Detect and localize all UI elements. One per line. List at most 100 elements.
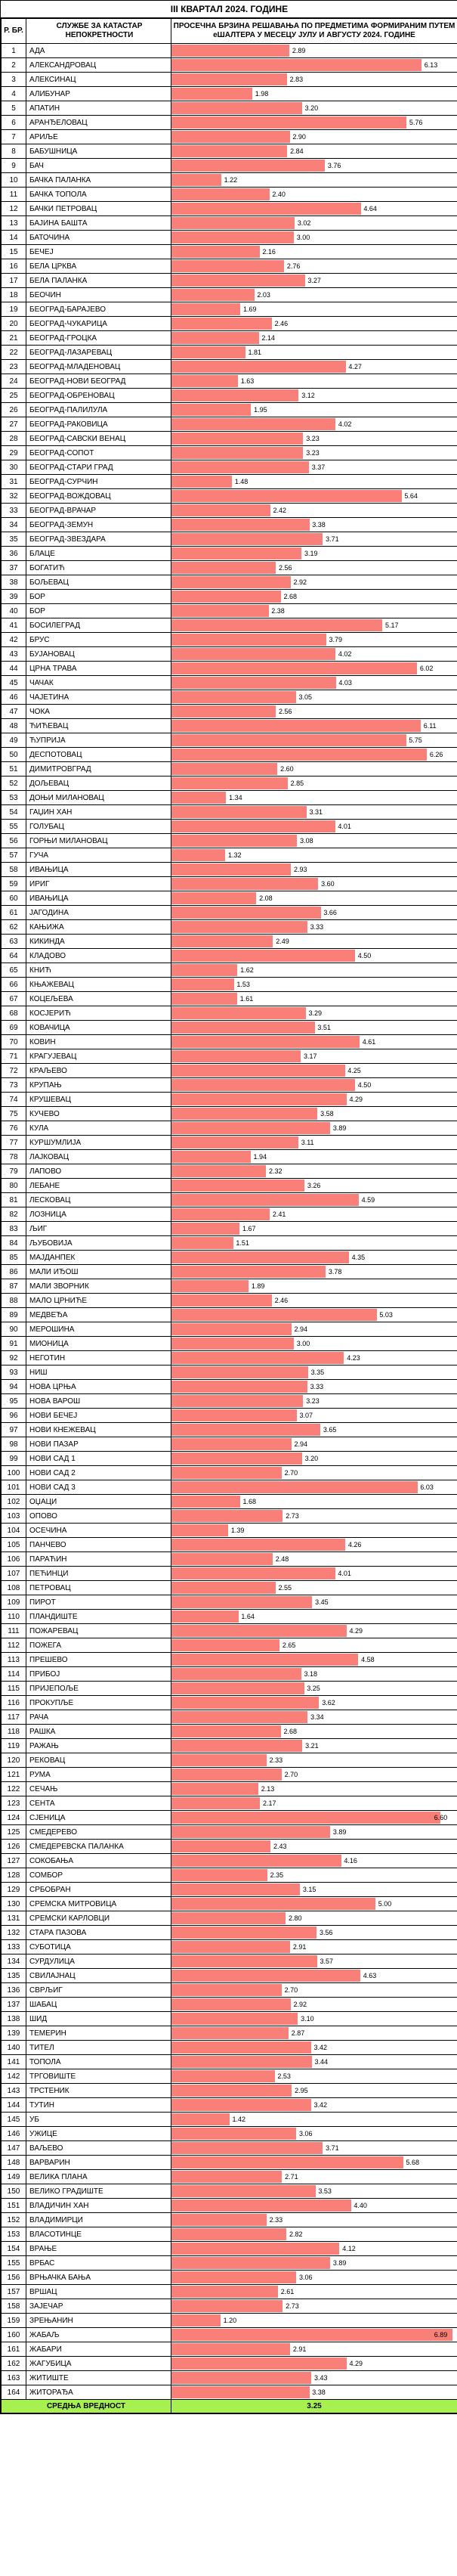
row-number: 108 [2,1581,26,1595]
service-name: БЕОГРАД-САВСКИ ВЕНАЦ [26,432,171,446]
bar-cell: 2.73 [171,1509,457,1524]
table-row: 140ТИТЕЛ3.42 [2,2041,457,2055]
bar-value: 2.33 [270,1756,283,1764]
row-number: 107 [2,1567,26,1581]
row-number: 85 [2,1251,26,1265]
bar-value: 3.17 [304,1052,317,1060]
row-number: 156 [2,2271,26,2285]
report-container: III КВАРТАЛ 2024. ГОДИНЕ Р. БР. СЛУЖБЕ З… [0,0,457,2414]
row-number: 88 [2,1294,26,1308]
row-number: 47 [2,705,26,719]
table-row: 68КОСЈЕРИЋ3.29 [2,1006,457,1021]
bar-value: 4.29 [349,1096,363,1103]
service-name: РАЧА [26,1710,171,1725]
service-name: СРБОБРАН [26,1883,171,1897]
row-number: 17 [2,274,26,288]
bar-value: 3.06 [299,2274,313,2281]
row-number: 62 [2,920,26,935]
bar-value: 2.93 [294,866,307,873]
bar-cell: 2.33 [171,2213,457,2227]
value-bar [171,1826,330,1838]
header-number: Р. БР. [2,19,26,44]
row-number: 143 [2,2084,26,2098]
bar-cell: 1.81 [171,346,457,360]
table-row: 37БОГАТИЋ2.56 [2,561,457,575]
service-name: БЕОГРАД-БАРАЈЕВО [26,302,171,317]
bar-value: 3.31 [310,808,323,816]
service-name: ВРЊАЧКА БАЊА [26,2271,171,2285]
bar-cell: 3.26 [171,1179,457,1193]
value-bar [171,2056,312,2068]
table-row: 159ЗРЕЊАНИН1.20 [2,2314,457,2328]
row-number: 64 [2,949,26,963]
bar-value: 3.45 [315,1598,329,1606]
table-row: 80ЛЕБАНЕ3.26 [2,1179,457,1193]
table-row: 63КИКИНДА2.49 [2,935,457,949]
table-row: 132СТАРА ПАЗОВА3.56 [2,1926,457,1940]
bar-value: 3.37 [312,463,326,471]
value-bar [171,1194,359,1206]
bar-value: 3.29 [308,1009,322,1017]
bar-cell: 3.71 [171,2141,457,2156]
value-bar [171,1007,306,1019]
row-number: 118 [2,1725,26,1739]
row-number: 8 [2,144,26,159]
value-bar [171,2300,283,2312]
bar-cell: 2.08 [171,891,457,906]
table-row: 107ПЕЋИНЦИ4.01 [2,1567,457,1581]
bar-cell: 2.94 [171,1322,457,1337]
value-bar [171,720,421,732]
table-row: 99НОВИ САД 13.20 [2,1452,457,1466]
service-name: СРЕМСКИ КАРЛОВЦИ [26,1911,171,1926]
value-bar [171,1768,282,1781]
service-name: БЕОЧИН [26,288,171,302]
value-bar [171,749,427,761]
table-row: 148ВАРВАРИН5.68 [2,2156,457,2170]
bar-cell: 4.25 [171,1064,457,1078]
bar-value: 2.32 [269,1167,283,1175]
service-name: СЕНТА [26,1796,171,1811]
bar-value: 1.81 [249,349,262,356]
row-number: 89 [2,1308,26,1322]
table-row: 139ТЕМЕРИН2.87 [2,2026,457,2041]
bar-value: 6.03 [420,1483,434,1491]
bar-value: 2.41 [273,1211,286,1218]
value-bar [171,303,240,315]
bar-value: 1.67 [242,1225,256,1232]
table-row: 23БЕОГРАД-МЛАДЕНОВАЦ4.27 [2,360,457,374]
value-bar [171,289,255,301]
row-number: 159 [2,2314,26,2328]
value-bar [171,260,284,272]
row-number: 119 [2,1739,26,1753]
bar-cell: 4.01 [171,820,457,834]
table-row: 108ПЕТРОВАЦ2.55 [2,1581,457,1595]
service-name: ВРБАС [26,2256,171,2271]
value-bar [171,1869,267,1881]
row-number: 151 [2,2199,26,2213]
service-name: ИРИГ [26,877,171,891]
value-bar [171,1927,317,1939]
table-row: 122СЕЧАЊ2.13 [2,1782,457,1796]
value-bar [171,1697,319,1709]
table-row: 82ЛОЗНИЦА2.41 [2,1207,457,1222]
bar-cell: 3.71 [171,532,457,547]
bar-cell: 3.20 [171,1452,457,1466]
row-number: 23 [2,360,26,374]
table-row: 115ПРИЈЕПОЉЕ3.25 [2,1682,457,1696]
table-row: 125СМЕДЕРЕВО3.89 [2,1825,457,1840]
value-bar [171,1208,270,1220]
table-row: 161ЖАБАРИ2.91 [2,2342,457,2357]
bar-cell: 2.35 [171,1868,457,1883]
service-name: БОР [26,590,171,604]
row-number: 65 [2,963,26,978]
bar-cell: 2.76 [171,259,457,274]
service-name: ПЕЋИНЦИ [26,1567,171,1581]
service-name: ПРИЈЕПОЉЕ [26,1682,171,1696]
row-number: 101 [2,1480,26,1495]
value-bar [171,1567,335,1579]
bar-cell: 3.23 [171,1394,457,1409]
bar-value: 3.35 [311,1369,325,1376]
header-average: ПРОСЕЧНА БРЗИНА РЕШАВАЊА ПО ПРЕДМЕТИМА Ф… [171,19,457,44]
table-row: 144ТУТИН3.42 [2,2098,457,2113]
table-row: 147ВАЉЕВО3.71 [2,2141,457,2156]
